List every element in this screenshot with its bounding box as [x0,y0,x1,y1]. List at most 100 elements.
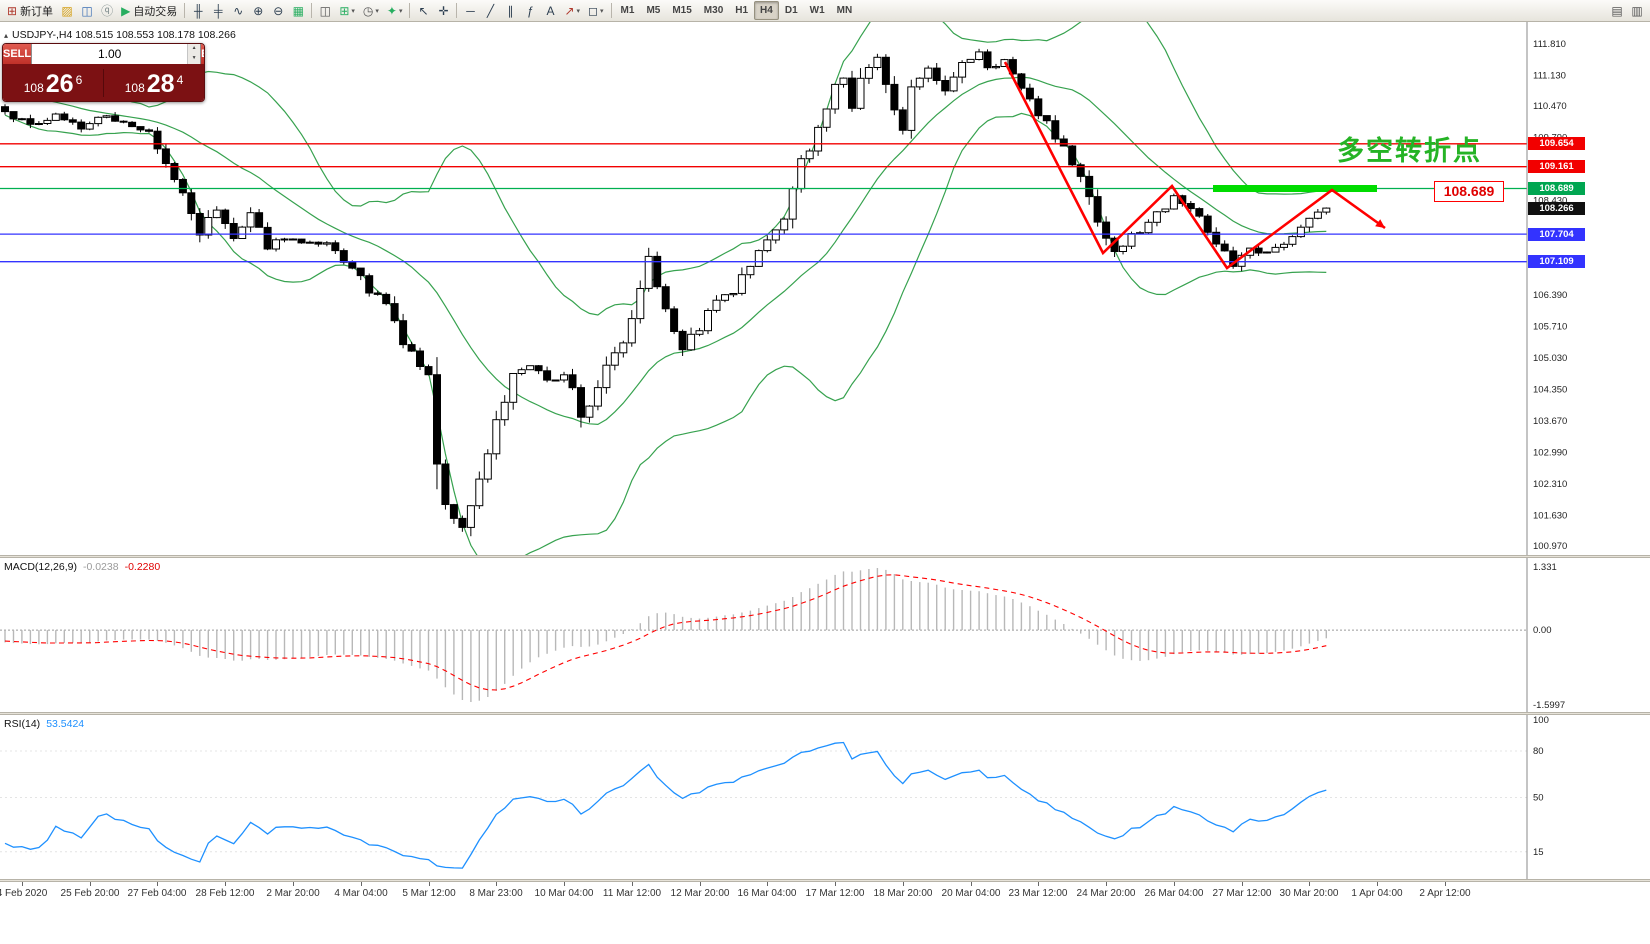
symbol-ohlc-text: USDJPY-,H4 108.515 108.553 108.178 108.2… [12,29,236,41]
cursor-button[interactable]: ↖ [413,1,433,20]
sell-price-display[interactable]: 108 26 6 [3,67,103,98]
trendline-icon: ╱ [486,3,495,18]
volume-increase-button[interactable]: ▲ [188,44,201,54]
time-axis-tick [564,882,565,886]
resistance-highlight-rect[interactable] [1213,185,1377,192]
volume-decrease-button[interactable]: ▼ [188,54,201,64]
arrows-tool-icon: ↗ [564,3,575,18]
new-order-button[interactable]: ⊞ 新订单 [3,1,57,20]
time-axis-label: 2 Mar 20:00 [266,888,320,899]
channel-icon: ∥ [507,3,514,18]
shapes-tool-button[interactable]: ◻ ▾ [584,1,607,20]
hline-price-label: 109.161 [1528,160,1585,173]
time-axis-label: 2 Apr 12:00 [1419,888,1471,899]
timeframe-h4-button[interactable]: H4 [754,1,779,20]
macd-main-value: -0.0238 [82,561,119,573]
toolbar: ⊞ 新订单 ▨ ◫ ⓠ ▶ 自动交易 ╫ ╪ ∿ ⊕ ⊖ ▦ ◫ ⊞ ▾ ◷ ▾ ✦ ▾ ↖ ✛ ─ ╱ ∥ ƒ A ↗ ▾ ◻ ▾ M1 M5… [0,0,1650,22]
timeframe-m1-button[interactable]: M1 [620,5,635,16]
volume-input[interactable] [32,44,188,64]
price-axis-tick: 105.030 [1533,353,1567,364]
toolbar-separator [311,3,313,18]
fibonacci-button[interactable]: ƒ [520,1,540,20]
time-axis-label: 28 Feb 12:00 [195,888,255,899]
styles-button[interactable]: ▨ [57,1,77,20]
indicators-button[interactable]: ✦ ▾ [383,1,407,20]
rsi-indicator-label: RSI(14) 53.5424 [4,718,84,730]
macd-axis-tick: -1.5997 [1533,700,1565,711]
window-list-button[interactable]: ▥ [1627,1,1647,20]
market-grid-button[interactable]: ▦ [288,1,308,20]
price-axis-tick: 105.710 [1533,322,1567,333]
panel-separator[interactable] [0,555,1650,558]
zoom-in-button[interactable]: ⊕ [248,1,268,20]
zoom-out-icon: ⊖ [273,3,284,18]
main-chart-canvas[interactable]: 111.810111.130110.470109.790109.110108.4… [0,22,1650,555]
chart-region: 111.810111.130110.470109.790109.110108.4… [0,22,1650,944]
time-axis-label: 12 Mar 20:00 [670,888,730,899]
dropdown-caret-icon: ▾ [600,7,604,15]
new-chart-button[interactable]: ⊞ ▾ [335,1,359,20]
profile-button[interactable]: ◫ [77,1,97,20]
time-axis-label: 16 Mar 04:00 [737,888,797,899]
tile-windows-button[interactable]: ◫ [315,1,335,20]
community-button[interactable]: ⓠ [97,1,117,20]
current-price-label: 108.266 [1528,202,1585,215]
timeframe-m5-button[interactable]: M5 [646,5,661,16]
toolbar-separator [184,3,186,18]
new-order-icon: ⊞ [7,3,18,18]
turning-point-annotation[interactable]: 多空转折点 [1337,136,1482,167]
symbol-info: ▴ USDJPY-,H4 108.515 108.553 108.178 108… [4,29,236,41]
horizontal-line-button[interactable]: ─ [460,1,480,20]
timeframe-mn-button[interactable]: MN [836,5,853,16]
time-axis[interactable]: 4 Feb 2020 25 Feb 20:00 27 Feb 04:00 28 Feb… [0,882,1650,944]
timeframe-d1-button[interactable]: D1 [784,5,798,16]
resistance-price-callout[interactable]: 108.689 [1434,181,1504,202]
sell-button[interactable]: SELL [3,44,32,64]
channel-button[interactable]: ∥ [500,1,520,20]
timeframe-m15-button[interactable]: M15 [672,5,692,16]
time-axis-label: 10 Mar 04:00 [534,888,594,899]
time-axis-label: 18 Mar 20:00 [873,888,933,899]
dropdown-caret-icon: ▾ [398,7,403,15]
candles-chart-button[interactable]: ╪ [208,1,228,20]
trend-arrow-object[interactable] [1003,61,1386,270]
panel-separator[interactable] [0,879,1650,882]
price-axis-tick: 102.990 [1533,447,1567,458]
toolbar-separator [456,3,458,18]
trendline-button[interactable]: ╱ [480,1,500,20]
macd-panel-canvas[interactable]: 1.331 0.00 -1.5997 [0,558,1650,712]
hline-price-label: 108.689 [1528,182,1585,195]
arrows-tool-button[interactable]: ↗ ▾ [560,1,584,20]
periods-button[interactable]: ◷ ▾ [359,1,383,20]
price-axis-tick: 100.970 [1533,541,1567,552]
time-axis-tick [632,882,633,886]
zoom-in-icon: ⊕ [253,3,264,18]
hline-price-label: 107.704 [1528,228,1585,241]
rsi-panel-canvas[interactable]: 100 80 50 15 [0,715,1650,879]
price-axis-tick: 111.130 [1533,71,1566,82]
one-click-toggle-icon[interactable]: ▴ [4,30,9,40]
bars-chart-button[interactable]: ╫ [188,1,208,20]
line-chart-button[interactable]: ∿ [228,1,248,20]
price-axis-tick: 102.310 [1533,479,1567,490]
time-axis-tick [1242,882,1243,886]
volume-box: ▲ ▼ [31,44,202,64]
buy-price-pip: 4 [176,73,184,87]
time-axis-label: 8 Mar 23:00 [469,888,523,899]
dropdown-caret-icon: ▾ [351,7,355,15]
zoom-out-button[interactable]: ⊖ [268,1,288,20]
buy-button[interactable]: BUY [201,44,204,64]
buy-price-display[interactable]: 108 28 4 [104,67,204,98]
time-axis-tick [496,882,497,886]
timeframe-m30-button[interactable]: M30 [703,5,724,16]
timeframe-h1-button[interactable]: H1 [735,5,749,16]
bars-chart-icon: ╫ [194,3,203,18]
panel-separator[interactable] [0,712,1650,715]
crosshair-button[interactable]: ✛ [433,1,453,20]
text-tool-button[interactable]: A [540,1,560,20]
macd-name: MACD(12,26,9) [4,561,77,573]
timeframe-w1-button[interactable]: W1 [809,5,825,16]
chart-list-button[interactable]: ▤ [1607,1,1627,20]
autotrading-button[interactable]: ▶ 自动交易 [117,1,181,20]
macd-axis-tick: 0.00 [1533,625,1552,636]
